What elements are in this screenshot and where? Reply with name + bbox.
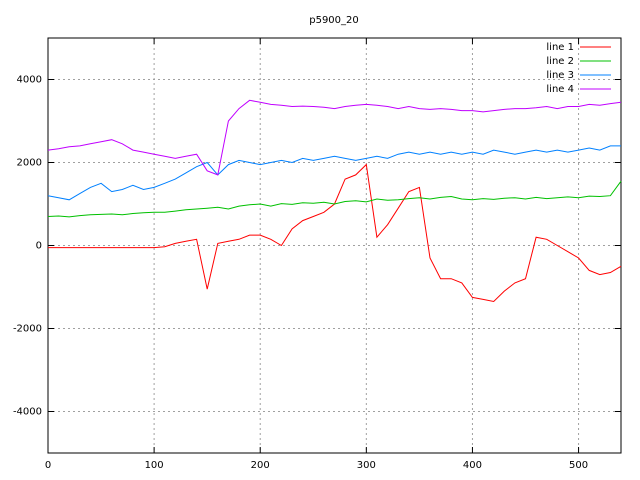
x-tick-label: 500: [569, 460, 588, 471]
y-tick-label: -2000: [13, 324, 42, 335]
series-line: [47, 99, 622, 176]
x-tick-label: 200: [251, 460, 270, 471]
y-tick-label: -4000: [13, 407, 42, 418]
y-tick-label: 4000: [17, 75, 42, 86]
x-tick-label: 300: [357, 460, 376, 471]
chart-title: p5900_20: [309, 15, 359, 26]
x-tick-label: 0: [45, 460, 51, 471]
legend-label: line 3: [546, 70, 574, 81]
x-tick-label: 400: [463, 460, 482, 471]
legend-label: line 2: [546, 56, 574, 67]
series-line: [47, 180, 622, 218]
plot-frame: [47, 37, 622, 454]
y-tick-label: 2000: [17, 158, 42, 169]
x-tick-label: 100: [145, 460, 164, 471]
legend-label: line 4: [546, 84, 574, 95]
y-tick-label: 0: [36, 241, 42, 252]
series-line: [48, 163, 622, 303]
series-line: [47, 145, 621, 201]
legend-label: line 1: [546, 42, 574, 53]
